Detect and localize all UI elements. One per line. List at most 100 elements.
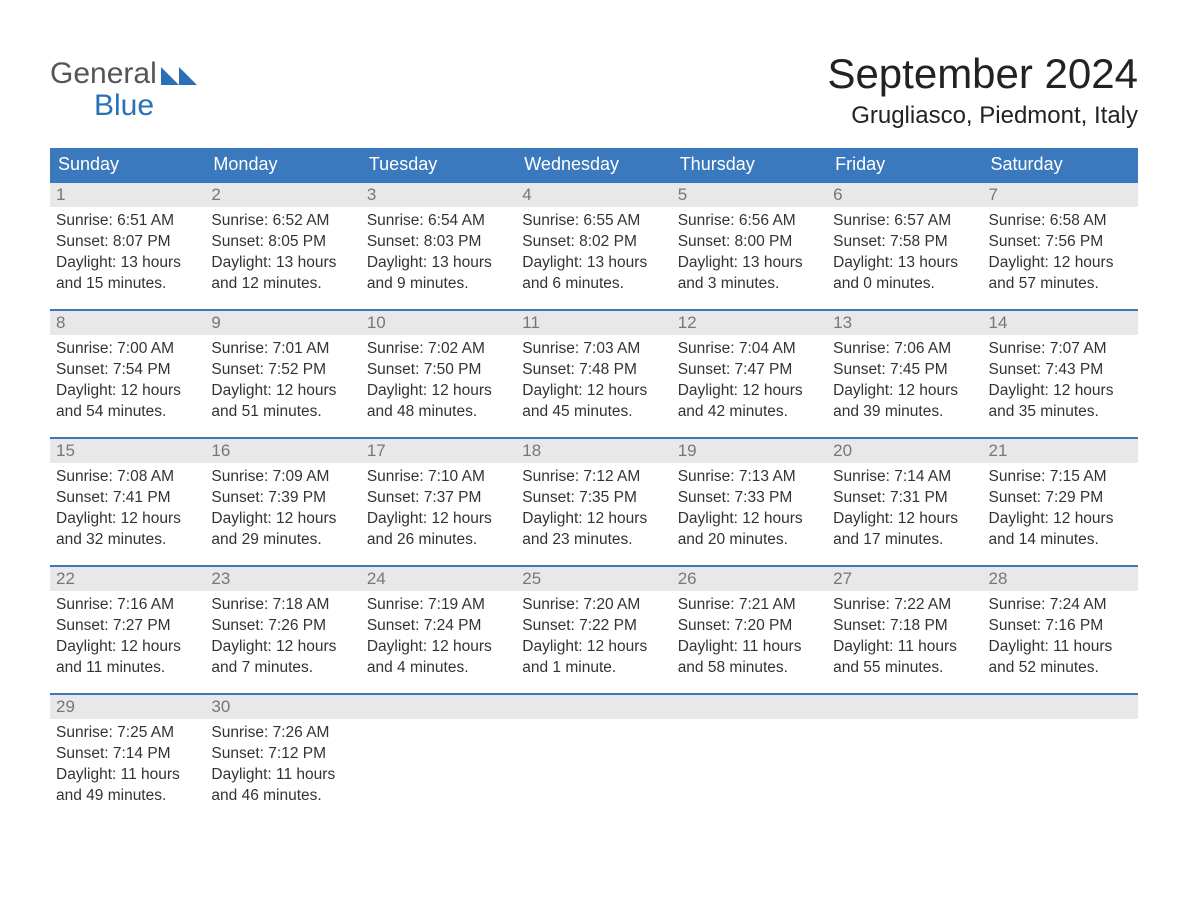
day-body: Sunrise: 7:15 AMSunset: 7:29 PMDaylight:… — [983, 463, 1138, 551]
sunrise-text: Sunrise: 7:06 AM — [833, 339, 976, 360]
daylight-text: Daylight: 11 hours and 58 minutes. — [678, 637, 821, 679]
daylight-text: Daylight: 13 hours and 12 minutes. — [211, 253, 354, 295]
day-cell: 6Sunrise: 6:57 AMSunset: 7:58 PMDaylight… — [827, 182, 982, 310]
daylight-text: Daylight: 12 hours and 54 minutes. — [56, 381, 199, 423]
sunrise-text: Sunrise: 7:14 AM — [833, 467, 976, 488]
week-row: 1Sunrise: 6:51 AMSunset: 8:07 PMDaylight… — [50, 182, 1138, 310]
sunset-text: Sunset: 8:03 PM — [367, 232, 510, 253]
day-number: 5 — [672, 183, 827, 207]
sunrise-text: Sunrise: 7:21 AM — [678, 595, 821, 616]
day-number: 24 — [361, 567, 516, 591]
day-body: Sunrise: 7:12 AMSunset: 7:35 PMDaylight:… — [516, 463, 671, 551]
sunset-text: Sunset: 7:31 PM — [833, 488, 976, 509]
day-body: Sunrise: 7:10 AMSunset: 7:37 PMDaylight:… — [361, 463, 516, 551]
daylight-text: Daylight: 12 hours and 4 minutes. — [367, 637, 510, 679]
day-number: 1 — [50, 183, 205, 207]
sunset-text: Sunset: 7:33 PM — [678, 488, 821, 509]
sunset-text: Sunset: 7:14 PM — [56, 744, 199, 765]
daylight-text: Daylight: 12 hours and 14 minutes. — [989, 509, 1132, 551]
day-number: 21 — [983, 439, 1138, 463]
sunset-text: Sunset: 7:50 PM — [367, 360, 510, 381]
day-number: 19 — [672, 439, 827, 463]
day-cell: 30Sunrise: 7:26 AMSunset: 7:12 PMDayligh… — [205, 694, 360, 822]
sunset-text: Sunset: 7:29 PM — [989, 488, 1132, 509]
day-body: Sunrise: 7:04 AMSunset: 7:47 PMDaylight:… — [672, 335, 827, 423]
day-cell — [516, 694, 671, 822]
sunset-text: Sunset: 7:48 PM — [522, 360, 665, 381]
day-body: Sunrise: 6:57 AMSunset: 7:58 PMDaylight:… — [827, 207, 982, 295]
sunrise-text: Sunrise: 7:09 AM — [211, 467, 354, 488]
daylight-text: Daylight: 11 hours and 46 minutes. — [211, 765, 354, 807]
sunrise-text: Sunrise: 7:01 AM — [211, 339, 354, 360]
daylight-text: Daylight: 13 hours and 9 minutes. — [367, 253, 510, 295]
calendar-table: Sunday Monday Tuesday Wednesday Thursday… — [50, 148, 1138, 822]
daylight-text: Daylight: 11 hours and 55 minutes. — [833, 637, 976, 679]
logo-text-bottom: Blue — [50, 90, 197, 122]
sunrise-text: Sunrise: 7:18 AM — [211, 595, 354, 616]
day-number: 27 — [827, 567, 982, 591]
weekday-header: Wednesday — [516, 148, 671, 182]
daylight-text: Daylight: 12 hours and 17 minutes. — [833, 509, 976, 551]
logo: General Blue — [50, 50, 197, 121]
daylight-text: Daylight: 12 hours and 48 minutes. — [367, 381, 510, 423]
sunrise-text: Sunrise: 7:15 AM — [989, 467, 1132, 488]
sunset-text: Sunset: 7:37 PM — [367, 488, 510, 509]
title-block: September 2024 Grugliasco, Piedmont, Ita… — [827, 50, 1138, 130]
day-cell: 11Sunrise: 7:03 AMSunset: 7:48 PMDayligh… — [516, 310, 671, 438]
daylight-text: Daylight: 13 hours and 15 minutes. — [56, 253, 199, 295]
sunset-text: Sunset: 7:16 PM — [989, 616, 1132, 637]
day-cell: 29Sunrise: 7:25 AMSunset: 7:14 PMDayligh… — [50, 694, 205, 822]
day-number — [983, 695, 1138, 719]
sunset-text: Sunset: 7:18 PM — [833, 616, 976, 637]
sunset-text: Sunset: 7:58 PM — [833, 232, 976, 253]
day-body: Sunrise: 7:18 AMSunset: 7:26 PMDaylight:… — [205, 591, 360, 679]
sunrise-text: Sunrise: 6:58 AM — [989, 211, 1132, 232]
day-body: Sunrise: 7:06 AMSunset: 7:45 PMDaylight:… — [827, 335, 982, 423]
day-number: 22 — [50, 567, 205, 591]
sunrise-text: Sunrise: 6:51 AM — [56, 211, 199, 232]
day-cell — [672, 694, 827, 822]
sunrise-text: Sunrise: 7:24 AM — [989, 595, 1132, 616]
day-cell: 9Sunrise: 7:01 AMSunset: 7:52 PMDaylight… — [205, 310, 360, 438]
day-cell: 19Sunrise: 7:13 AMSunset: 7:33 PMDayligh… — [672, 438, 827, 566]
week-row: 15Sunrise: 7:08 AMSunset: 7:41 PMDayligh… — [50, 438, 1138, 566]
location-text: Grugliasco, Piedmont, Italy — [827, 102, 1138, 130]
day-number: 3 — [361, 183, 516, 207]
sunset-text: Sunset: 7:35 PM — [522, 488, 665, 509]
weekday-header: Friday — [827, 148, 982, 182]
sunrise-text: Sunrise: 7:02 AM — [367, 339, 510, 360]
day-body: Sunrise: 7:13 AMSunset: 7:33 PMDaylight:… — [672, 463, 827, 551]
day-body: Sunrise: 7:00 AMSunset: 7:54 PMDaylight:… — [50, 335, 205, 423]
day-number: 2 — [205, 183, 360, 207]
sunrise-text: Sunrise: 7:00 AM — [56, 339, 199, 360]
weekday-header: Sunday — [50, 148, 205, 182]
day-number: 17 — [361, 439, 516, 463]
day-body: Sunrise: 6:58 AMSunset: 7:56 PMDaylight:… — [983, 207, 1138, 295]
day-number: 20 — [827, 439, 982, 463]
day-cell: 24Sunrise: 7:19 AMSunset: 7:24 PMDayligh… — [361, 566, 516, 694]
day-cell: 2 Sunrise: 6:52 AMSunset: 8:05 PMDaylight… — [205, 182, 360, 310]
sunrise-text: Sunrise: 6:54 AM — [367, 211, 510, 232]
weekday-header-row: Sunday Monday Tuesday Wednesday Thursday… — [50, 148, 1138, 182]
daylight-text: Daylight: 12 hours and 45 minutes. — [522, 381, 665, 423]
daylight-text: Daylight: 12 hours and 57 minutes. — [989, 253, 1132, 295]
sunset-text: Sunset: 7:43 PM — [989, 360, 1132, 381]
daylight-text: Daylight: 12 hours and 20 minutes. — [678, 509, 821, 551]
day-cell: 27Sunrise: 7:22 AMSunset: 7:18 PMDayligh… — [827, 566, 982, 694]
sunset-text: Sunset: 8:05 PM — [211, 232, 354, 253]
daylight-text: Daylight: 12 hours and 26 minutes. — [367, 509, 510, 551]
day-cell: 14Sunrise: 7:07 AMSunset: 7:43 PMDayligh… — [983, 310, 1138, 438]
day-body: Sunrise: 7:09 AMSunset: 7:39 PMDaylight:… — [205, 463, 360, 551]
day-cell: 5Sunrise: 6:56 AMSunset: 8:00 PMDaylight… — [672, 182, 827, 310]
day-number: 15 — [50, 439, 205, 463]
sunrise-text: Sunrise: 7:10 AM — [367, 467, 510, 488]
day-body: Sunrise: 7:02 AMSunset: 7:50 PMDaylight:… — [361, 335, 516, 423]
day-cell: 13Sunrise: 7:06 AMSunset: 7:45 PMDayligh… — [827, 310, 982, 438]
sunrise-text: Sunrise: 7:25 AM — [56, 723, 199, 744]
day-body: Sunrise: 7:19 AMSunset: 7:24 PMDaylight:… — [361, 591, 516, 679]
daylight-text: Daylight: 12 hours and 35 minutes. — [989, 381, 1132, 423]
day-number — [361, 695, 516, 719]
week-row: 29Sunrise: 7:25 AMSunset: 7:14 PMDayligh… — [50, 694, 1138, 822]
sunrise-text: Sunrise: 6:52 AM — [211, 211, 354, 232]
daylight-text: Daylight: 12 hours and 29 minutes. — [211, 509, 354, 551]
